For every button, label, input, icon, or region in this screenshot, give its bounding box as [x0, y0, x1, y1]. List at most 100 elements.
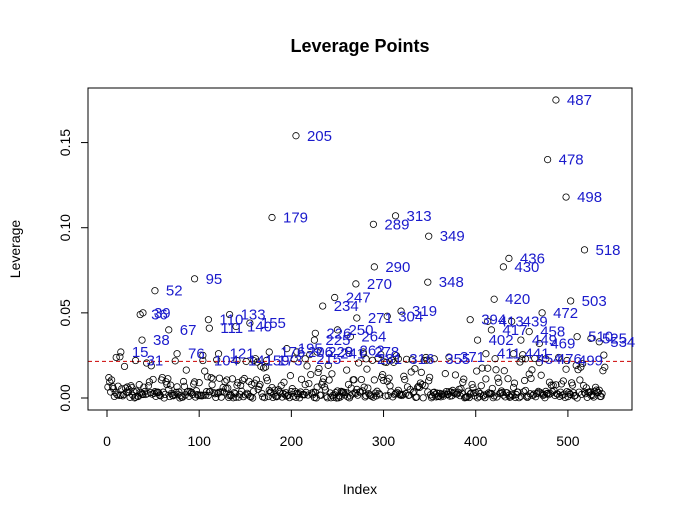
- labeled-point: [567, 297, 575, 305]
- data-point: [167, 381, 175, 389]
- data-point: [120, 362, 129, 371]
- data-point: [324, 361, 332, 369]
- point-label: 417: [502, 322, 527, 339]
- data-point: [234, 379, 242, 387]
- data-point: [300, 391, 308, 399]
- data-point: [207, 374, 215, 382]
- data-point: [494, 374, 502, 382]
- data-point: [572, 361, 580, 370]
- data-point: [235, 393, 243, 401]
- data-point: [276, 389, 284, 397]
- data-point: [190, 378, 199, 386]
- labeled-point: [473, 336, 482, 344]
- x-tick-label: 300: [372, 433, 396, 449]
- data-point: [356, 388, 365, 396]
- point-label: 250: [348, 322, 373, 339]
- labeled-point: [311, 329, 319, 337]
- point-label: 67: [180, 322, 197, 339]
- data-point: [313, 383, 321, 391]
- data-point: [237, 381, 245, 390]
- point-label: 518: [596, 242, 621, 259]
- data-point: [532, 390, 541, 398]
- point-label: 281: [377, 351, 402, 368]
- labeled-point: [424, 278, 432, 286]
- data-point: [304, 391, 312, 399]
- point-label: 226: [326, 325, 351, 342]
- point-label: 411: [497, 346, 521, 363]
- x-axis: 0 100 200 300 400 500: [103, 409, 580, 449]
- point-label: 348: [439, 274, 464, 291]
- data-point: [357, 375, 366, 384]
- data-point: [520, 376, 529, 385]
- data-point: [180, 382, 189, 390]
- x-tick-label: 500: [556, 433, 580, 449]
- point-label: 355: [445, 351, 470, 368]
- point-label: 304: [398, 308, 423, 325]
- labeled-point: [262, 356, 271, 365]
- labeled-point: [359, 348, 367, 356]
- data-point: [376, 391, 384, 399]
- labeled-point: [509, 350, 518, 358]
- labeled-point: [517, 336, 525, 344]
- labeled-point: [151, 287, 159, 295]
- data-point: [208, 381, 216, 389]
- data-point: [492, 366, 500, 374]
- data-point: [552, 381, 560, 389]
- point-label: 454: [537, 351, 562, 368]
- labeled-point: [268, 213, 276, 222]
- data-point: [192, 387, 201, 395]
- data-point: [468, 380, 476, 389]
- point-label: 503: [582, 293, 607, 310]
- data-point: [451, 371, 460, 379]
- data-point: [405, 391, 413, 399]
- data-point: [171, 357, 179, 365]
- data-point: [147, 362, 155, 370]
- point-label: 262: [360, 342, 385, 359]
- labeled-point: [190, 275, 199, 283]
- data-point: [224, 384, 232, 392]
- labeled-point: [310, 336, 319, 344]
- point-label: 420: [505, 291, 530, 308]
- point-label: 140: [247, 318, 272, 335]
- data-point: [509, 383, 518, 391]
- data-point: [295, 389, 303, 398]
- data-point: [484, 364, 492, 372]
- point-label: 289: [384, 216, 409, 233]
- labeled-point: [563, 356, 571, 365]
- data-point: [534, 387, 543, 396]
- labeled-point: [445, 353, 453, 361]
- data-point: [426, 373, 434, 381]
- labeled-point: [484, 317, 492, 325]
- labeled-point: [233, 356, 241, 365]
- point-label: 111: [220, 320, 243, 337]
- data-point: [535, 359, 543, 367]
- labeled-point: [487, 326, 495, 334]
- data-point: [350, 376, 358, 384]
- data-point: [197, 391, 205, 399]
- data-point: [119, 392, 127, 400]
- point-label: 31: [147, 353, 164, 370]
- y-tick-label: 0.15: [57, 129, 73, 156]
- point-label: 52: [166, 283, 183, 300]
- point-label: 141: [248, 353, 273, 370]
- data-point: [319, 378, 327, 386]
- labeled-point: [331, 293, 339, 302]
- labeled-point: [544, 156, 552, 164]
- labeled-point: [165, 326, 173, 334]
- labeled-point: [499, 263, 507, 271]
- data-point: [160, 394, 168, 402]
- data-point: [599, 367, 607, 375]
- labeled-point: [562, 193, 570, 201]
- data-point: [240, 374, 248, 383]
- labeled-point: [214, 350, 223, 358]
- data-point: [352, 389, 360, 398]
- data-point: [114, 382, 122, 390]
- point-label: 394: [481, 312, 506, 329]
- data-point: [565, 389, 573, 397]
- data-point: [199, 351, 207, 359]
- point-label: 39: [154, 305, 171, 322]
- labeled-point: [204, 316, 212, 324]
- data-point: [151, 388, 159, 396]
- data-point: [473, 367, 481, 375]
- data-point: [491, 355, 499, 363]
